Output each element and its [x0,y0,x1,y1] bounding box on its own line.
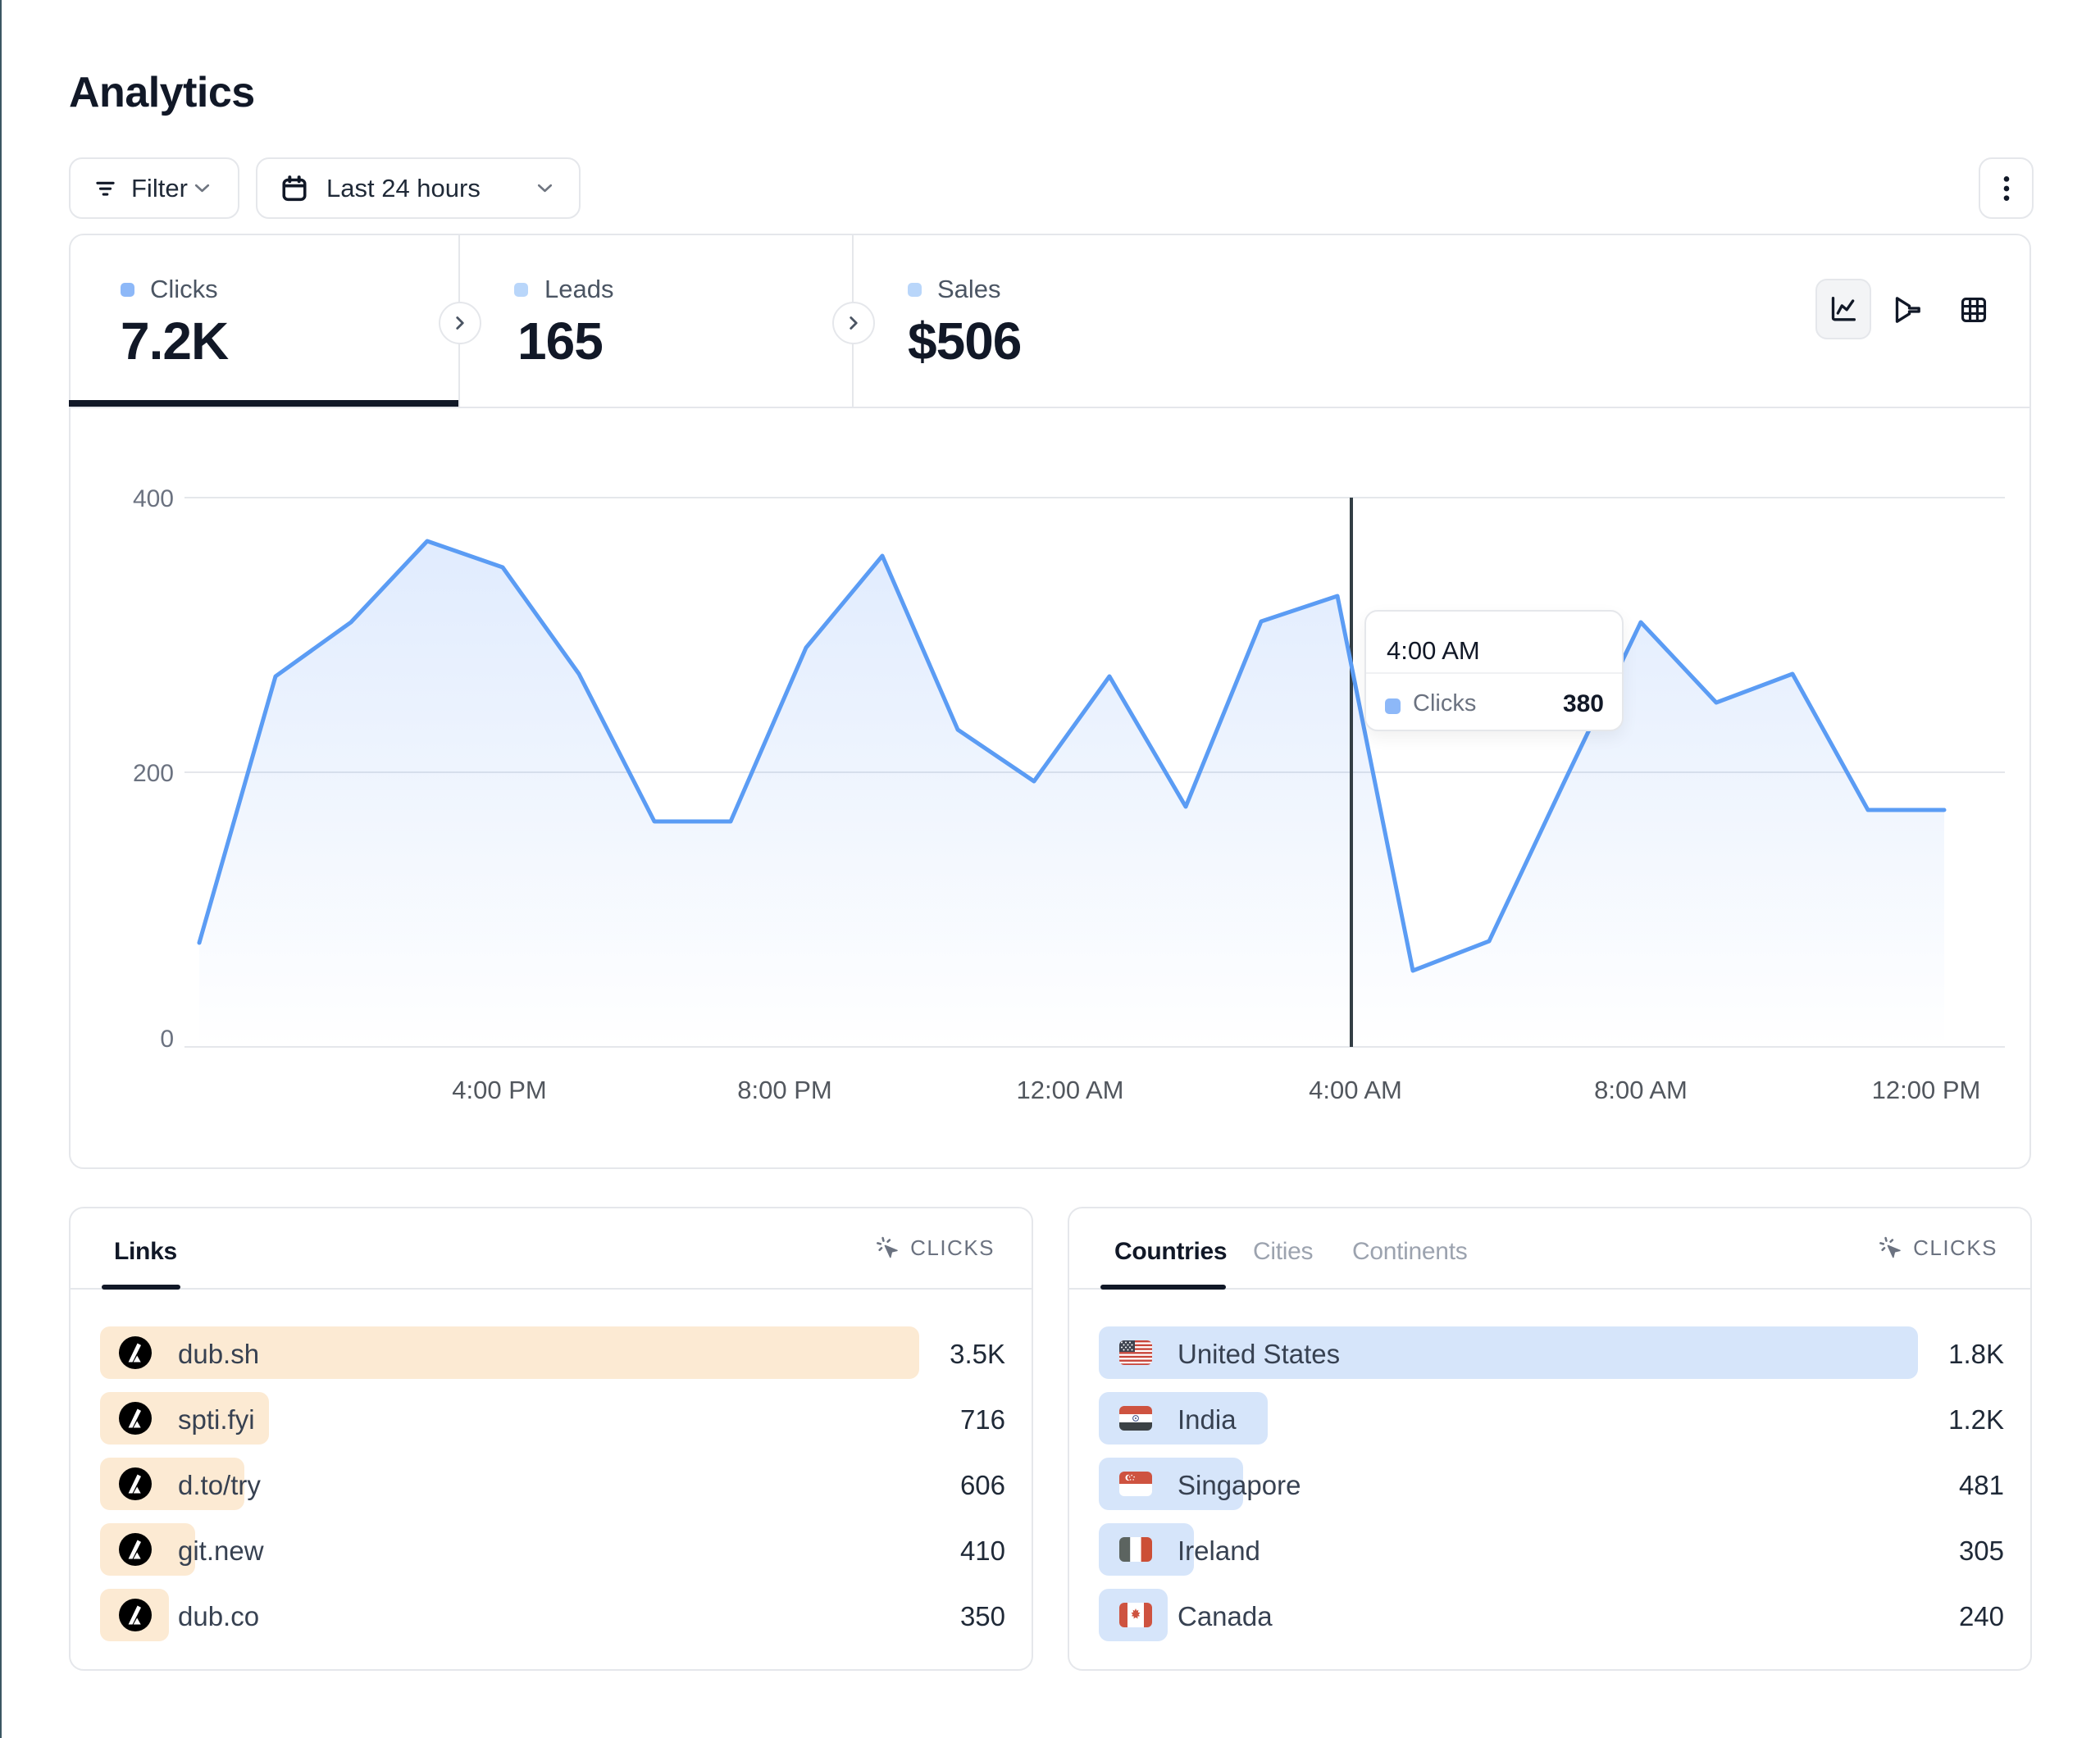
svg-text:8:00 PM: 8:00 PM [737,1076,831,1104]
svg-text:12:00 AM: 12:00 AM [1017,1076,1124,1104]
svg-text:8:00 AM: 8:00 AM [1594,1076,1688,1104]
svg-text:400: 400 [133,485,174,512]
svg-text:0: 0 [160,1026,174,1053]
svg-text:12:00 PM: 12:00 PM [1872,1076,1981,1104]
svg-text:4:00 PM: 4:00 PM [452,1076,546,1104]
svg-text:4:00 AM: 4:00 AM [1309,1076,1402,1104]
svg-text:200: 200 [133,760,174,787]
